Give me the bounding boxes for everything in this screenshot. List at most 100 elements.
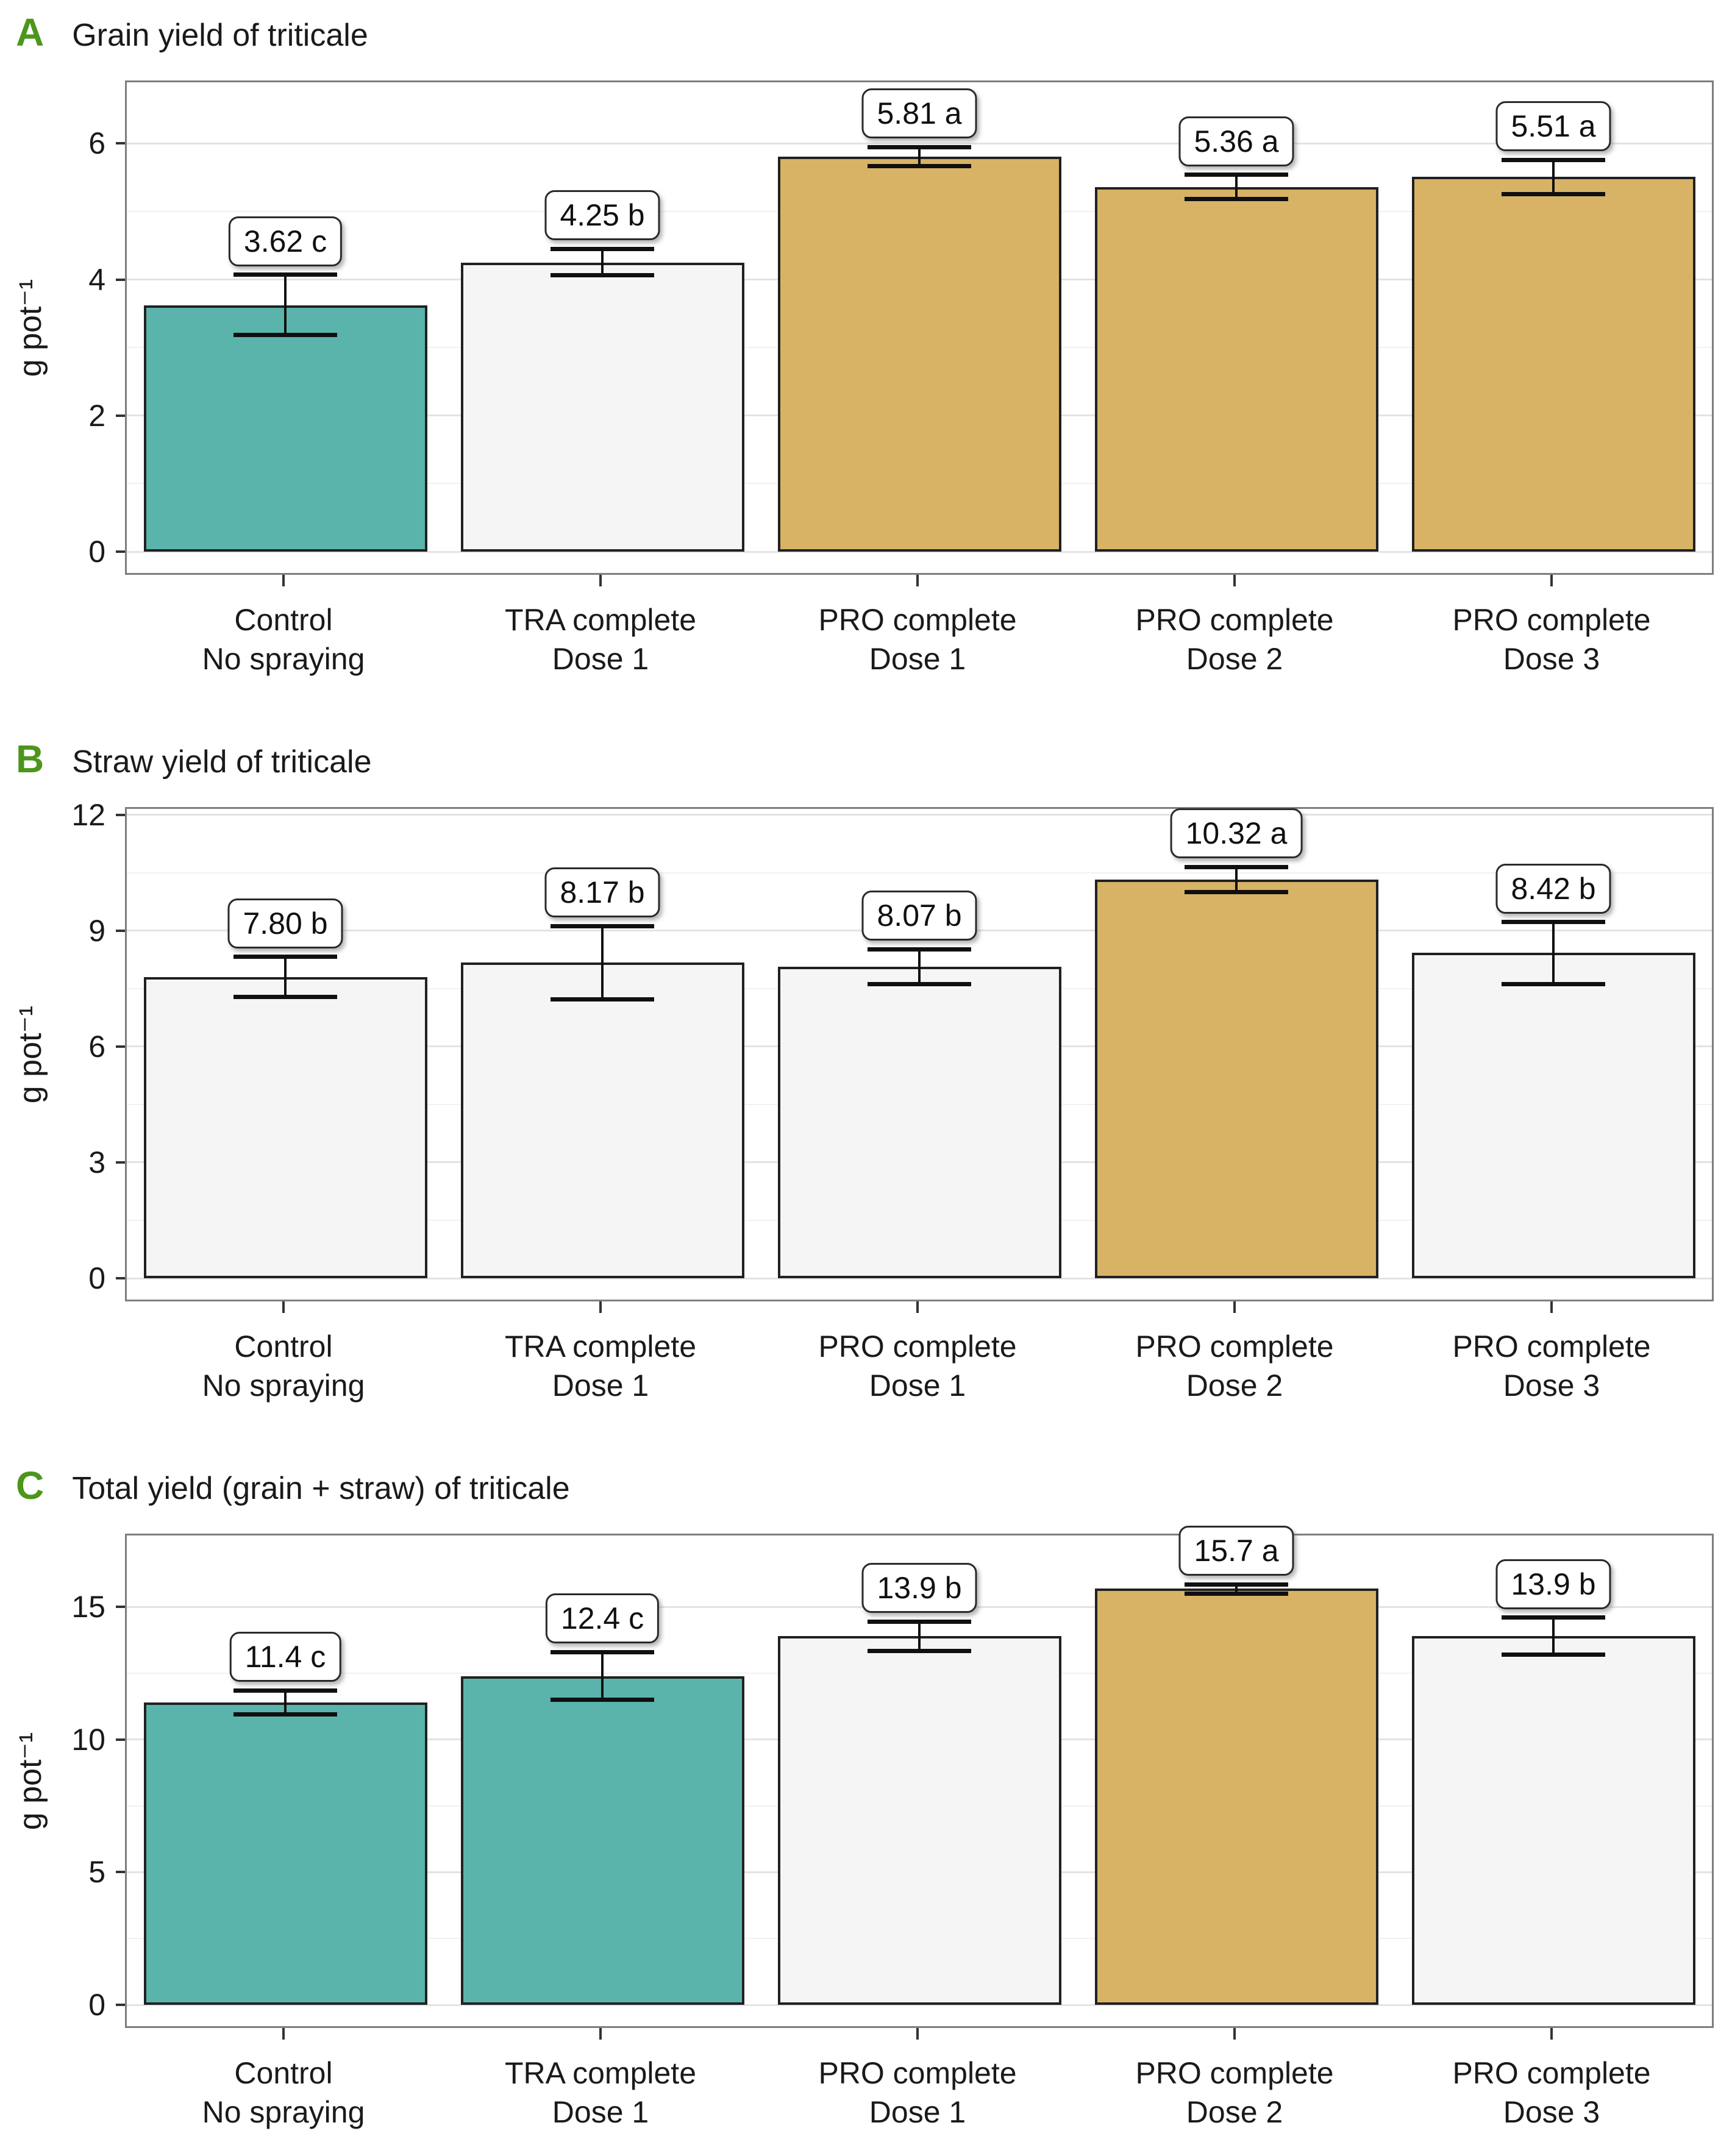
value-label: 7.80 b xyxy=(227,898,343,948)
error-bar-cap xyxy=(233,1712,337,1717)
error-bar-cap xyxy=(1185,1592,1288,1596)
plot-area: 0 2 4 6 3.62 c 4.25 b 5.81 a 5.36 a 5.51 a xyxy=(88,80,1714,575)
x-axis-tick xyxy=(916,575,919,586)
x-category-line2: No spraying xyxy=(202,642,365,676)
panel-title: Straw yield of triticale xyxy=(72,744,372,780)
panel-title: Total yield (grain + straw) of triticale xyxy=(72,1471,570,1506)
x-category-line2: Dose 1 xyxy=(552,1368,649,1403)
error-bar xyxy=(1235,1584,1238,1594)
bar xyxy=(143,1702,427,2005)
error-bar-cap xyxy=(868,144,971,149)
x-axis: Control No spraying TRA complete Dose 1 PRO … xyxy=(125,575,1710,703)
x-axis-tick xyxy=(1233,575,1236,586)
error-bar xyxy=(284,274,287,335)
value-label: 5.81 a xyxy=(861,88,977,138)
error-bar-cap xyxy=(551,1698,654,1702)
bar xyxy=(1094,879,1378,1278)
value-label: 8.17 b xyxy=(544,867,660,918)
x-axis: Control No spraying TRA complete Dose 1 PRO … xyxy=(125,2028,1710,2156)
y-tick-label: 6 xyxy=(88,126,105,161)
value-label: 5.51 a xyxy=(1495,101,1611,152)
y-axis-tick xyxy=(116,1277,125,1279)
error-bar-cap xyxy=(1185,890,1288,895)
x-category-line1: PRO complete xyxy=(1135,2056,1334,2090)
error-bar-cap xyxy=(233,995,337,1000)
error-bar-cap xyxy=(233,272,337,277)
error-bar-cap xyxy=(1185,1582,1288,1587)
x-category-label: PRO complete Dose 3 xyxy=(1393,2054,1710,2132)
error-bar-cap xyxy=(551,997,654,1002)
x-category-line2: Dose 1 xyxy=(869,2095,966,2129)
x-category-label: PRO complete Dose 1 xyxy=(759,2054,1076,2132)
error-bar-cap xyxy=(1502,920,1605,925)
error-bar xyxy=(918,949,921,984)
x-category-line1: Control xyxy=(234,1329,333,1364)
error-bar-cap xyxy=(1185,197,1288,202)
error-bar xyxy=(918,1621,921,1651)
major-gridline xyxy=(127,814,1712,816)
bar xyxy=(1094,1589,1378,2005)
x-category-line2: Dose 1 xyxy=(869,1368,966,1403)
y-axis-tick xyxy=(116,1738,125,1741)
value-label: 12.4 c xyxy=(545,1593,660,1644)
error-bar-cap xyxy=(551,1649,654,1654)
x-category-label: Control No spraying xyxy=(125,600,442,678)
y-axis-tick xyxy=(116,1606,125,1609)
x-category-line2: Dose 3 xyxy=(1503,1368,1600,1403)
y-axis-tick xyxy=(116,2004,125,2006)
error-bar xyxy=(601,926,604,1000)
value-label: 11.4 c xyxy=(229,1632,341,1682)
error-bar-cap xyxy=(868,947,971,952)
error-bar xyxy=(284,1690,287,1715)
x-category-line1: Control xyxy=(234,2056,333,2090)
x-category-line2: Dose 3 xyxy=(1503,642,1600,676)
x-category-line2: Dose 1 xyxy=(552,642,649,676)
x-axis-tick xyxy=(282,575,285,586)
y-axis-tick xyxy=(116,414,125,417)
error-bar xyxy=(918,147,921,166)
error-bar-cap xyxy=(1502,1653,1605,1657)
x-category-line1: PRO complete xyxy=(818,603,1017,637)
plot-area: 0 3 6 9 12 7.80 b 8.17 b 8.07 b 10.32 a 8.42 b xyxy=(71,798,1714,1301)
bar xyxy=(777,1636,1061,2005)
x-category-label: TRA complete Dose 1 xyxy=(442,2054,759,2132)
y-tick-label: 0 xyxy=(88,1988,105,2022)
x-category-label: Control No spraying xyxy=(125,1327,442,1405)
x-category-line1: PRO complete xyxy=(818,2056,1017,2090)
error-bar-cap xyxy=(868,981,971,986)
y-tick-label: 6 xyxy=(88,1029,105,1064)
error-bar-cap xyxy=(868,163,971,168)
error-bar xyxy=(1552,1617,1555,1655)
major-gridline xyxy=(127,550,1712,553)
bar xyxy=(1411,953,1695,1278)
x-axis-tick xyxy=(1550,1301,1553,1313)
x-category-line2: Dose 2 xyxy=(1186,1368,1283,1403)
x-category-label: PRO complete Dose 3 xyxy=(1393,1327,1710,1405)
x-category-line2: No spraying xyxy=(202,1368,365,1403)
y-tick-label: 3 xyxy=(88,1145,105,1179)
panel-letter: A xyxy=(16,10,45,54)
x-category-label: PRO complete Dose 3 xyxy=(1393,600,1710,678)
y-axis-tick xyxy=(116,929,125,932)
x-category-label: Control No spraying xyxy=(125,2054,442,2132)
x-category-label: PRO complete Dose 2 xyxy=(1076,1327,1393,1405)
x-axis-tick xyxy=(599,1301,602,1313)
x-category-line1: Control xyxy=(234,603,333,637)
panel-header: C Total yield (grain + straw) of tritica… xyxy=(0,1463,1732,1508)
x-category-line1: TRA complete xyxy=(504,1329,696,1364)
error-bar-cap xyxy=(1502,157,1605,162)
x-category-line1: TRA complete xyxy=(504,2056,696,2090)
error-bar-cap xyxy=(868,1619,971,1624)
error-bar xyxy=(1552,160,1555,194)
bar xyxy=(460,262,744,552)
value-label: 13.9 b xyxy=(1495,1559,1611,1609)
error-bar-cap xyxy=(233,955,337,959)
x-axis-tick xyxy=(599,2028,602,2040)
x-category-label: PRO complete Dose 1 xyxy=(759,600,1076,678)
y-tick-label: 15 xyxy=(71,1590,105,1624)
x-category-line1: PRO complete xyxy=(1135,603,1334,637)
x-axis-tick xyxy=(282,2028,285,2040)
value-label: 8.42 b xyxy=(1495,863,1611,914)
error-bar-cap xyxy=(1185,864,1288,869)
bar xyxy=(460,962,744,1278)
